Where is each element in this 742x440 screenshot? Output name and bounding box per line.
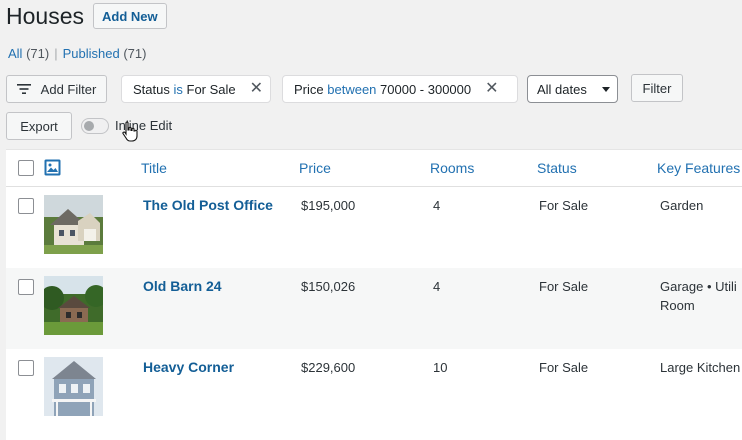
row-price: $195,000 — [301, 198, 356, 213]
view-separator: | — [54, 46, 58, 61]
status-filter-operator: is — [173, 81, 183, 97]
table-row: The Old Post Office $195,000 4 For Sale … — [6, 187, 742, 268]
row-price: $150,026 — [301, 279, 356, 294]
filter-lines-icon — [16, 84, 31, 94]
view-published-count: (71) — [123, 46, 147, 61]
table-row: Old Barn 24 $150,026 4 For Sale Garage •… — [6, 268, 742, 349]
select-all-checkbox[interactable] — [18, 160, 34, 176]
view-filters: All (71) | Published (71) — [8, 46, 146, 61]
row-rooms: 4 — [433, 279, 441, 294]
hand-cursor-icon — [122, 121, 138, 142]
remove-status-filter-icon[interactable]: ✕ — [249, 80, 264, 97]
add-new-button[interactable]: Add New — [92, 3, 167, 29]
remove-price-filter-icon[interactable]: ✕ — [485, 80, 499, 97]
view-all-count: (71) — [26, 46, 50, 61]
add-filter-button[interactable]: Add Filter — [6, 75, 107, 103]
row-checkbox[interactable] — [18, 279, 34, 295]
table-row: Heavy Corner $229,600 10 For Sale Large … — [6, 349, 742, 430]
row-title-link[interactable]: Old Barn 24 — [143, 278, 222, 294]
filter-button[interactable]: Filter — [631, 74, 683, 102]
house-thumbnail[interactable] — [44, 276, 103, 335]
house-thumbnail[interactable] — [44, 357, 103, 416]
row-status: For Sale — [539, 279, 589, 294]
export-button[interactable]: Export — [6, 112, 72, 140]
row-rooms: 10 — [433, 360, 448, 375]
houses-table: Title Price Rooms Status Key Features Th… — [6, 149, 742, 440]
price-filter-operator: between — [327, 81, 377, 97]
status-filter-value: For Sale — [186, 81, 236, 97]
column-title[interactable]: Title — [141, 160, 167, 176]
row-rooms: 4 — [433, 198, 441, 213]
row-status: For Sale — [539, 360, 589, 375]
house-photo-icon — [44, 357, 103, 416]
dates-select[interactable]: All dates — [527, 75, 618, 103]
row-checkbox[interactable] — [18, 198, 34, 214]
house-photo-icon — [44, 276, 103, 335]
row-title-link[interactable]: The Old Post Office — [143, 197, 273, 213]
image-column-icon — [44, 159, 61, 176]
house-photo-icon — [44, 195, 103, 254]
inline-edit-toggle[interactable] — [81, 118, 109, 134]
column-status[interactable]: Status — [537, 160, 577, 176]
row-price: $229,600 — [301, 360, 356, 375]
price-filter-pill[interactable]: Price between 70000 - 300000 ✕ — [282, 75, 518, 103]
row-key-features: Garden — [660, 198, 704, 213]
toggle-knob — [84, 121, 94, 131]
column-price[interactable]: Price — [299, 160, 331, 176]
row-status: For Sale — [539, 198, 589, 213]
page-title: Houses — [6, 3, 84, 29]
row-title-link[interactable]: Heavy Corner — [143, 359, 235, 375]
row-key-features: Garage • Utili Room — [660, 279, 737, 313]
dates-select-value: All dates — [537, 81, 587, 97]
table-header: Title Price Rooms Status Key Features — [6, 150, 742, 187]
status-filter-pill[interactable]: Status is For Sale ✕ — [121, 75, 271, 103]
column-rooms[interactable]: Rooms — [430, 160, 475, 176]
chevron-down-icon — [602, 87, 610, 92]
price-filter-value: 70000 - 300000 — [380, 81, 472, 97]
house-thumbnail[interactable] — [44, 195, 103, 254]
price-filter-field: Price — [294, 81, 324, 97]
row-checkbox[interactable] — [18, 360, 34, 376]
view-published-link[interactable]: Published — [62, 46, 120, 61]
add-filter-label: Add Filter — [40, 81, 97, 97]
view-all-link[interactable]: All — [8, 46, 23, 61]
page-header: Houses Add New — [6, 2, 167, 30]
status-filter-field: Status — [133, 81, 170, 97]
row-key-features: Large Kitchen — [660, 360, 741, 375]
column-key-features[interactable]: Key Features — [657, 160, 741, 176]
